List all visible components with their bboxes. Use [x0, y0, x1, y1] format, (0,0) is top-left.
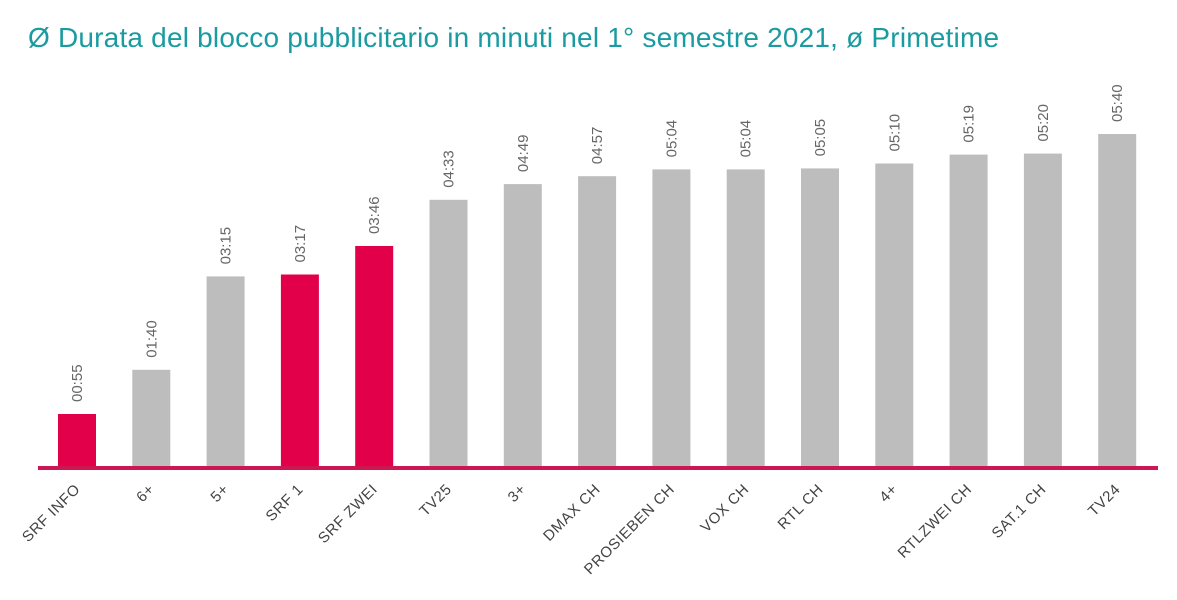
data-label-7: 04:57 — [589, 127, 606, 165]
bar-14 — [1098, 134, 1137, 468]
bar-1 — [132, 369, 171, 468]
bar-0 — [58, 414, 96, 468]
bar-6 — [503, 184, 542, 468]
category-label-12: RTLZWEI CH — [895, 481, 976, 562]
bar-8 — [652, 169, 691, 468]
category-label-5: TV25 — [416, 481, 455, 520]
category-label-3: SRF 1 — [263, 481, 307, 525]
category-label-1: 6+ — [133, 481, 158, 506]
bar-7 — [578, 176, 617, 468]
data-label-8: 05:04 — [663, 120, 680, 158]
bar-5 — [429, 199, 468, 469]
bar-13 — [1023, 153, 1062, 468]
data-label-13: 05:20 — [1035, 104, 1052, 142]
data-label-12: 05:19 — [961, 105, 978, 143]
data-label-10: 05:05 — [812, 119, 829, 157]
data-label-0: 00:55 — [69, 364, 86, 402]
category-label-14: TV24 — [1085, 481, 1124, 520]
bar-12 — [949, 154, 988, 468]
bar-3 — [280, 274, 319, 468]
data-label-6: 04:49 — [515, 135, 532, 173]
data-label-14: 05:40 — [1109, 84, 1126, 122]
data-label-9: 05:04 — [738, 120, 755, 158]
data-label-1: 01:40 — [143, 320, 160, 358]
category-label-6: 3+ — [505, 481, 530, 506]
bar-4 — [355, 246, 394, 468]
category-label-13: SAT.1 CH — [989, 481, 1050, 542]
bar-11 — [875, 163, 914, 468]
data-label-3: 03:17 — [292, 225, 309, 263]
data-label-11: 05:10 — [886, 114, 903, 152]
category-label-11: 4+ — [876, 481, 901, 506]
data-label-2: 03:15 — [218, 227, 235, 265]
chart-title: Ø Durata del blocco pubblicitario in min… — [28, 22, 1000, 53]
category-label-7: DMAX CH — [540, 481, 604, 545]
bar-9 — [726, 169, 765, 468]
category-label-9: VOX CH — [697, 481, 752, 536]
category-label-2: 5+ — [207, 481, 232, 506]
data-label-5: 04:33 — [441, 150, 458, 188]
bar-2 — [206, 276, 245, 468]
bar-10 — [801, 168, 839, 468]
category-label-10: RTL CH — [775, 481, 827, 533]
category-label-0: SRF INFO — [19, 481, 84, 546]
category-label-4: SRF ZWEI — [315, 481, 381, 547]
data-label-4: 03:46 — [366, 196, 383, 234]
